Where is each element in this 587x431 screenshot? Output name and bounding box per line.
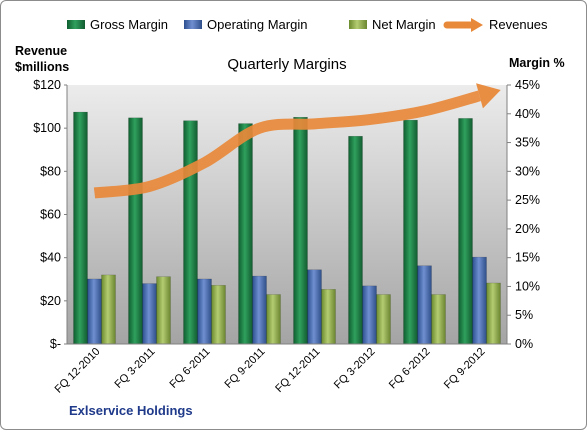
right-tick-label: 20% <box>515 222 540 236</box>
bar-operating-margin <box>363 286 377 344</box>
left-tick-label: $100 <box>33 121 61 135</box>
left-tick-label: $120 <box>33 78 61 92</box>
category-label: FQ 9-2012 <box>442 346 488 392</box>
company-name: Exlservice Holdings <box>69 403 193 418</box>
legend-swatch-operating <box>184 20 202 29</box>
category-label: FQ 12-2011 <box>273 346 322 395</box>
category-label: FQ 3-2011 <box>113 346 158 391</box>
bar-gross-margin <box>459 118 473 344</box>
category-label: FQ 6-2012 <box>387 346 433 392</box>
left-tick-label: $- <box>50 337 61 351</box>
bar-net-margin <box>322 289 336 344</box>
left-axis-title-line2: $millions <box>15 60 69 74</box>
category-label: FQ 6-2011 <box>168 346 213 391</box>
bar-gross-margin <box>74 112 88 344</box>
left-tick-label: $80 <box>40 164 61 178</box>
legend-swatch-gross <box>67 20 85 29</box>
legend-label-revenues: Revenues <box>489 17 548 32</box>
bar-net-margin <box>432 295 446 344</box>
right-tick-label: 35% <box>515 136 540 150</box>
bar-operating-margin <box>473 257 487 344</box>
category-label: FQ 9-2011 <box>223 346 268 391</box>
bar-net-margin <box>212 285 226 344</box>
bar-net-margin <box>377 295 391 344</box>
left-tick-labels: $- $20 $40 $60 $80 $100 $120 <box>33 78 67 351</box>
bar-net-margin <box>487 283 501 344</box>
legend-swatch-net <box>349 20 367 29</box>
bar-gross-margin <box>294 117 308 344</box>
bar-operating-margin <box>418 266 432 344</box>
left-axis-title-line1: Revenue <box>15 44 67 58</box>
left-tick-label: $60 <box>40 208 61 222</box>
right-tick-label: 0% <box>515 337 533 351</box>
legend: Gross Margin Operating Margin Net Margin… <box>67 17 548 32</box>
legend-swatch-revenues-arrow <box>471 18 483 32</box>
bar-operating-margin <box>143 284 157 344</box>
chart-title: Quarterly Margins <box>227 56 346 73</box>
right-tick-label: 5% <box>515 308 533 322</box>
right-tick-label: 25% <box>515 193 540 207</box>
left-tick-label: $40 <box>40 251 61 265</box>
right-tick-label: 15% <box>515 251 540 265</box>
legend-label-gross: Gross Margin <box>90 17 168 32</box>
bar-gross-margin <box>184 121 198 344</box>
category-label: FQ 12-2010 <box>53 346 103 396</box>
bar-gross-margin <box>239 124 253 344</box>
right-tick-label: 40% <box>515 107 540 121</box>
bar-operating-margin <box>308 270 322 344</box>
left-tick-label: $20 <box>40 294 61 308</box>
bar-gross-margin <box>349 136 363 344</box>
bar-operating-margin <box>198 279 212 344</box>
category-label: FQ 3-2012 <box>332 346 378 392</box>
bar-gross-margin <box>404 120 418 344</box>
bar-net-margin <box>157 277 171 344</box>
legend-label-net: Net Margin <box>372 17 436 32</box>
right-axis-title: Margin % <box>509 56 565 70</box>
bar-net-margin <box>102 275 116 344</box>
right-tick-label: 45% <box>515 78 540 92</box>
bar-gross-margin <box>129 118 143 344</box>
right-tick-label: 10% <box>515 279 540 293</box>
right-tick-label: 30% <box>515 164 540 178</box>
legend-label-operating: Operating Margin <box>207 17 307 32</box>
right-tick-labels: 0% 5% 10% 15% 20% 25% 30% 35% 40% 45% <box>507 78 540 351</box>
bar-operating-margin <box>253 276 267 344</box>
bar-net-margin <box>267 295 281 344</box>
bar-operating-margin <box>88 279 102 344</box>
